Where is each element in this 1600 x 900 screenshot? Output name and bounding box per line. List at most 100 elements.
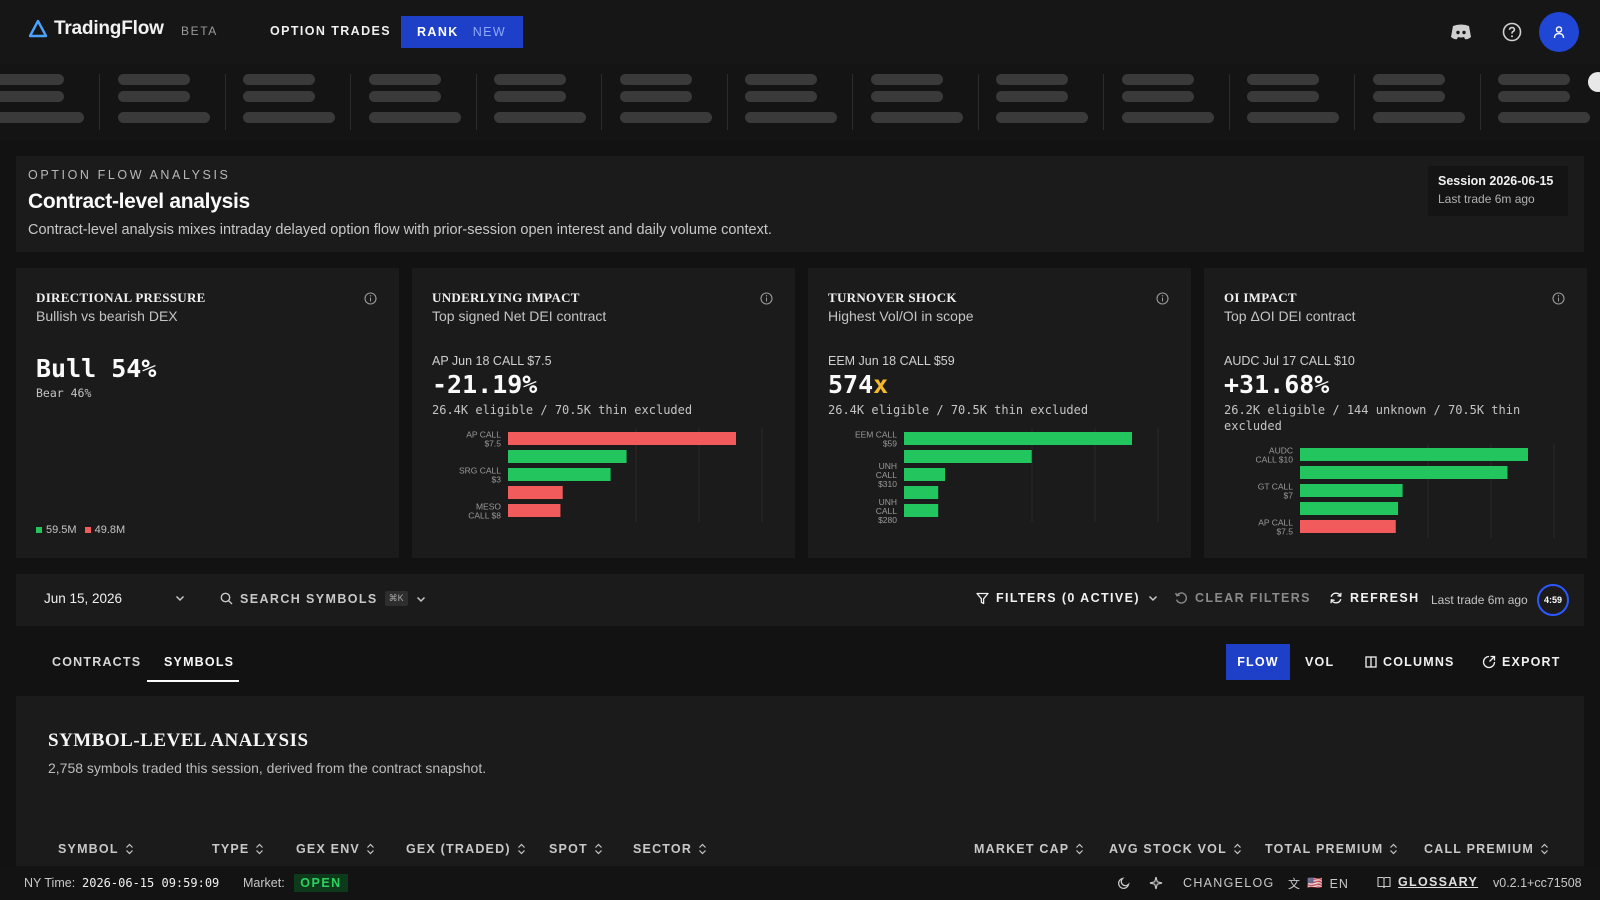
ny-time-value: 2026-06-15 09:59:09 [82,876,220,890]
card-subtitle: Top signed Net DEI contract [432,308,607,324]
search-symbols[interactable]: SEARCH SYMBOLS ⌘K [220,591,427,606]
date-picker[interactable]: Jun 15, 2026 [44,591,123,606]
header-eyebrow: OPTION FLOW ANALYSIS [28,168,231,182]
skeleton-bar [117,91,190,102]
column-header-label: CALL PREMIUM [1424,842,1534,856]
chart-bar[interactable] [508,450,627,463]
skeleton-bar [1372,112,1465,123]
glossary-link[interactable]: GLOSSARY [1377,875,1478,889]
nav-rank[interactable]: RANK NEW [401,16,523,48]
chart-bar[interactable] [508,468,611,481]
skeleton-bar [870,112,963,123]
column-header-label: TYPE [212,842,250,856]
card-title: TURNOVER SHOCK [828,290,957,305]
chevron-down-icon[interactable] [174,592,186,604]
skeleton-bar [0,74,64,85]
translate-icon: 文 [1288,877,1302,891]
chart-bar[interactable] [508,504,561,517]
column-header[interactable]: TOTAL PREMIUM [1265,842,1398,856]
skeleton-bar [117,74,190,85]
chart-bar[interactable] [904,504,939,517]
column-header[interactable]: TYPE [212,842,264,856]
contract-label: AUDC Jul 17 CALL $10 [1224,354,1355,368]
chart-bar-label: SRG CALL [459,466,501,476]
chart-bar[interactable] [508,432,736,445]
chart-bar[interactable] [1300,484,1403,497]
nav-option-trades[interactable]: OPTION TRADES [270,24,391,38]
export-button[interactable]: EXPORT [1482,655,1561,669]
beta-badge: BETA [181,24,218,38]
column-header[interactable]: AVG STOCK VOL [1109,842,1242,856]
info-icon[interactable] [760,292,773,305]
vol-toggle[interactable]: VOL [1305,655,1335,669]
eligible-note: 26.2K eligible / 144 unknown / 70.5K thi… [1224,403,1521,433]
sort-icon [517,843,525,855]
chart-bar[interactable] [1300,466,1508,479]
tab-symbols[interactable]: SYMBOLS [164,655,235,669]
book-icon [1377,876,1391,888]
ticker-scroll-handle[interactable] [1588,72,1600,92]
column-header-label: SPOT [549,842,588,856]
skeleton-bar [1498,112,1590,123]
columns-button[interactable]: COLUMNS [1365,655,1455,669]
user-avatar[interactable] [1539,12,1579,52]
flow-toggle[interactable]: FLOW [1226,644,1290,680]
dark-mode-icon[interactable] [1117,876,1131,890]
card-title: UNDERLYING IMPACT [432,290,580,305]
ticker-placeholder [854,74,979,130]
brand-logo[interactable]: TradingFlow [28,18,164,40]
column-header-label: GEX ENV [296,842,360,856]
help-icon[interactable] [1500,20,1524,44]
column-header[interactable]: SPOT [549,842,603,856]
chart-bar[interactable] [508,486,563,499]
reset-icon [1174,592,1188,604]
chart-bar-label: $59 [883,439,897,449]
table-description: 2,758 symbols traded this session, deriv… [48,760,487,776]
column-header[interactable]: SECTOR [633,842,707,856]
info-icon[interactable] [1156,292,1169,305]
filters-button[interactable]: FILTERS (0 ACTIVE) [976,591,1159,605]
skeleton-bar [1247,74,1319,85]
skeleton-bar [1121,91,1194,102]
ticker-placeholder [101,74,226,130]
clear-filters-button[interactable]: CLEAR FILTERS [1174,591,1311,605]
chart-bar[interactable] [1300,520,1396,533]
info-icon[interactable] [1552,292,1565,305]
ticker-placeholder [477,74,602,130]
dex-legend: 59.5M 49.8M [36,524,125,536]
column-header[interactable]: CALL PREMIUM [1424,842,1549,856]
language-label: EN [1329,876,1349,891]
language-selector[interactable]: 文 🇺🇸 EN [1288,875,1349,892]
column-header[interactable]: SYMBOL [58,842,134,856]
chart-bar[interactable] [1300,502,1399,515]
sort-icon [1390,843,1398,855]
sparkle-icon[interactable] [1149,876,1163,890]
bull-percent: Bull 54% [36,354,157,383]
column-header[interactable]: MARKET CAP [974,842,1084,856]
column-header[interactable]: GEX ENV [296,842,375,856]
column-header-label: TOTAL PREMIUM [1265,842,1384,856]
sort-icon [256,843,264,855]
chart-bar[interactable] [1300,448,1528,461]
chart-bar[interactable] [904,432,1132,445]
chart-bar[interactable] [904,468,946,481]
tab-contracts[interactable]: CONTRACTS [52,655,142,669]
chart-bar[interactable] [904,486,939,499]
refresh-button[interactable]: REFRESH [1329,591,1420,605]
skeleton-bar [1247,91,1319,102]
session-last-trade: Last trade 6m ago [1438,192,1535,206]
chart-bar[interactable] [904,450,1032,463]
changelog-link[interactable]: CHANGELOG [1183,876,1275,890]
eligible-note: 26.4K eligible / 70.5K thin excluded [432,403,693,417]
page-title: Contract-level analysis [28,190,250,213]
info-icon[interactable] [364,292,377,305]
discord-icon[interactable] [1449,20,1473,44]
skeleton-bar [0,91,64,102]
chart-bar-label: UNH [879,461,897,471]
skeleton-bar [1121,74,1194,85]
chart-bar-label: AUDC [1269,446,1293,456]
column-header-label: GEX (TRADED) [406,842,511,856]
column-header[interactable]: GEX (TRADED) [406,842,526,856]
filter-icon [976,592,989,604]
